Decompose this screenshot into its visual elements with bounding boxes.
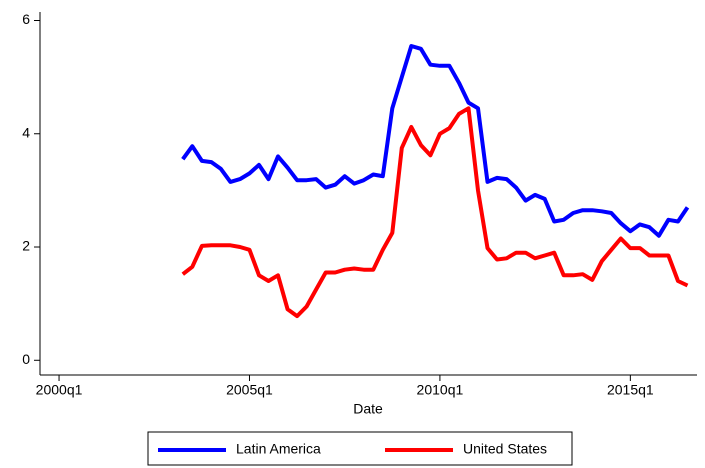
- series-line: [181, 44, 690, 238]
- x-tick-label: 2000q1: [36, 382, 83, 398]
- x-tick-label: 2005q1: [226, 382, 273, 398]
- x-axis-label: Date: [353, 401, 383, 417]
- x-tick-label: 2015q1: [607, 382, 654, 398]
- y-tick-label: 0: [22, 351, 30, 367]
- y-tick-label: 4: [22, 124, 30, 140]
- y-tick-label: 6: [22, 11, 30, 27]
- x-tick-label: 2010q1: [417, 382, 464, 398]
- legend-label: United States: [463, 441, 547, 457]
- y-tick-label: 2: [22, 238, 30, 254]
- legend-box: [147, 431, 573, 466]
- series-line: [181, 106, 689, 319]
- legend-label: Latin America: [236, 441, 321, 457]
